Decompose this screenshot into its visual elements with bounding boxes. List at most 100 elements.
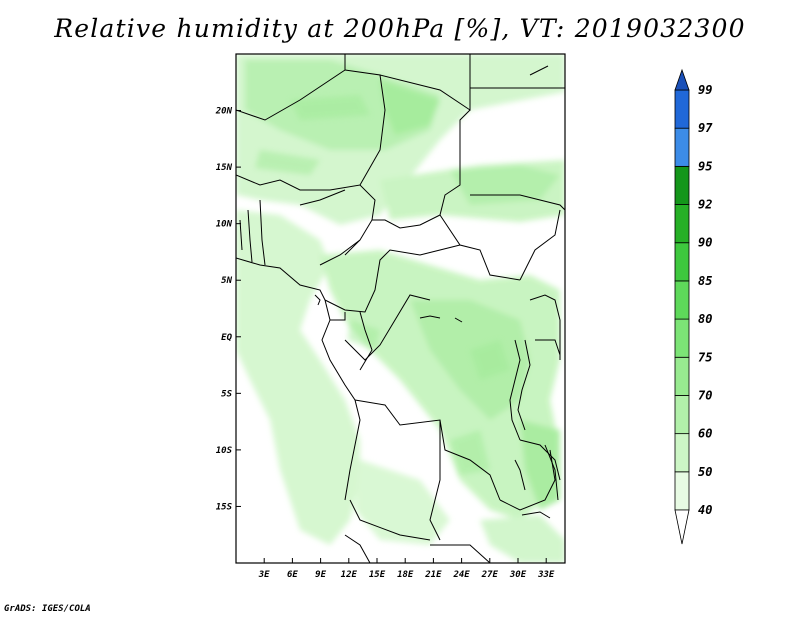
colorbar-level-label: 99 — [698, 83, 712, 97]
colorbar-segment — [674, 471, 690, 511]
lon-tick-label: 30E — [509, 570, 527, 580]
coastline — [529, 65, 549, 76]
colorbar-segment — [674, 280, 690, 320]
border-line — [319, 239, 361, 266]
border-line — [359, 311, 373, 371]
colorbar-segment — [674, 356, 690, 396]
border-line — [239, 219, 243, 251]
border-line — [470, 194, 565, 211]
border-line — [372, 214, 441, 229]
latitude-axis: 20N 15N 10N 5N EQ 5S 10S 15S — [215, 107, 241, 512]
lon-tick-label: 15E — [369, 570, 386, 580]
colorbar-segment — [674, 127, 690, 167]
border-line — [324, 244, 461, 313]
border-line — [439, 214, 521, 281]
colorbar-min-arrow — [674, 509, 690, 545]
lat-tick-label: 20N — [215, 107, 233, 117]
border-line — [429, 420, 441, 541]
colorbar-level-label: 85 — [698, 274, 712, 288]
humidity-region-west — [236, 210, 360, 545]
lon-tick-label: 27E — [481, 570, 499, 580]
border-line — [330, 312, 346, 321]
border-line — [247, 209, 253, 263]
colorbar-segment — [674, 395, 690, 435]
colorbar-level-label: 40 — [698, 503, 712, 517]
lon-tick-label: 18E — [397, 570, 414, 580]
border-line — [529, 294, 561, 360]
colorbar-segment — [674, 89, 690, 129]
lake-shore — [454, 317, 463, 323]
map-title: Relative humidity at 200hPa [%], VT: 201… — [54, 14, 746, 43]
humidity-shading — [236, 54, 565, 563]
border-line — [344, 294, 431, 361]
lat-tick-label: 15N — [216, 163, 233, 173]
colorbar-segment — [674, 433, 690, 473]
lon-tick-label: 6E — [287, 570, 298, 580]
lat-tick-label: EQ — [221, 333, 232, 343]
lon-tick-label: 33E — [537, 570, 555, 580]
country-borders — [236, 54, 565, 563]
colorbar-segment — [674, 204, 690, 244]
colorbar-segment — [674, 242, 690, 282]
map-frame — [235, 53, 566, 564]
longitude-axis: 3E 6E 9E 12E 15E 18E 21E 24E 27E 30E 33E — [258, 558, 555, 580]
colorbar-level-label: 75 — [698, 350, 712, 364]
colorbar: 40 50 60 70 75 80 85 90 92 95 97 99 — [674, 68, 713, 545]
colorbar-level-label: 90 — [698, 236, 712, 250]
humidity-region-south — [355, 460, 450, 545]
border-line — [519, 209, 561, 281]
humidity-region-north-inner — [380, 80, 440, 135]
lake-shore — [514, 459, 526, 491]
border-line — [354, 399, 501, 501]
colorbar-max-arrow — [674, 68, 690, 91]
border-line — [236, 174, 376, 256]
lon-tick-label: 9E — [315, 570, 326, 580]
colorbar-level-label: 70 — [698, 388, 712, 402]
lat-tick-label: 10N — [216, 220, 233, 230]
colorbar-level-label: 95 — [698, 159, 712, 173]
border-line — [344, 534, 371, 563]
border-line — [430, 544, 491, 563]
humidity-region-central-core — [410, 300, 530, 420]
border-line — [236, 54, 346, 121]
colorbar-level-label: 80 — [698, 312, 712, 326]
humidity-streak — [450, 430, 490, 475]
border-line — [544, 444, 559, 501]
colorbar-segment — [674, 165, 690, 205]
lake-shore — [521, 511, 551, 519]
colorbar-level-label: 92 — [698, 198, 712, 212]
border-line — [379, 54, 471, 111]
humidity-region-southeast — [480, 515, 565, 563]
humidity-streak — [255, 150, 320, 175]
coastline — [236, 257, 326, 301]
coastline — [321, 299, 361, 501]
lake-shore — [314, 294, 321, 306]
colorbar-level-label: 60 — [698, 427, 712, 441]
colorbar-level-label: 97 — [698, 121, 713, 135]
grads-credit: GrADS: IGES/COLA — [4, 604, 91, 614]
humidity-streak — [348, 320, 380, 350]
border-line — [499, 449, 556, 511]
border-line — [439, 109, 471, 216]
colorbar-level-label: 50 — [698, 465, 712, 479]
lat-tick-label: 15S — [216, 502, 233, 512]
lon-tick-label: 21E — [424, 570, 442, 580]
border-line — [299, 189, 346, 206]
lon-tick-label: 12E — [341, 570, 358, 580]
lon-tick-label: 3E — [258, 570, 270, 580]
colorbar-segment — [674, 318, 690, 358]
border-line — [535, 339, 561, 356]
lat-tick-label: 5N — [221, 276, 232, 286]
lake-shore — [517, 339, 531, 431]
border-line — [344, 69, 386, 186]
humidity-streak — [290, 95, 370, 120]
humidity-streak — [470, 340, 510, 380]
border-line — [259, 199, 266, 266]
lon-tick-label: 24E — [452, 570, 470, 580]
lake-shore — [509, 339, 521, 441]
lat-tick-label: 10S — [216, 446, 233, 456]
border-line — [349, 499, 431, 541]
lat-tick-label: 5S — [221, 389, 232, 399]
lake-shore — [419, 315, 441, 319]
